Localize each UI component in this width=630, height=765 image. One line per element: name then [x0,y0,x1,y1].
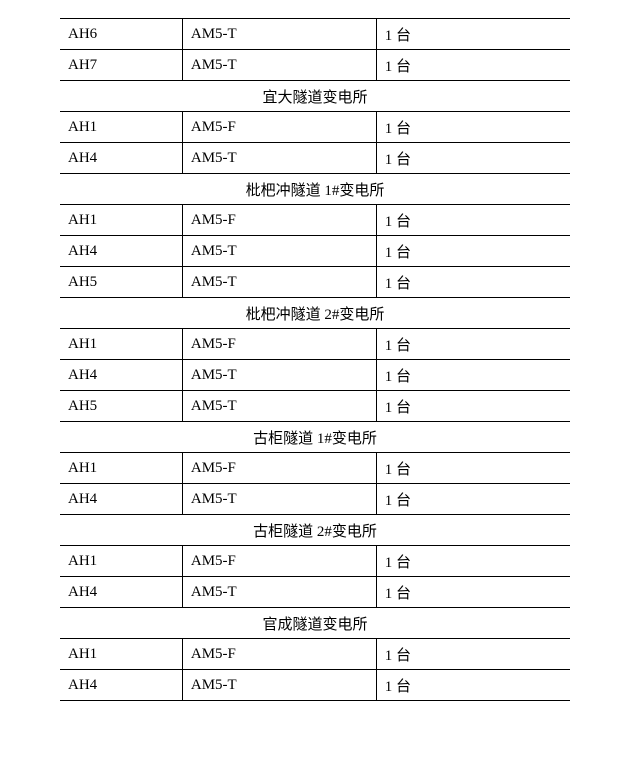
table-row: AH1 AM5-F 1 台 [60,453,570,484]
cell-qty: 1 台 [376,484,570,515]
table-row: AH4 AM5-T 1 台 [60,360,570,391]
cell-code: AH1 [60,329,182,360]
cell-model: AM5-T [182,670,376,701]
cell-code: AH6 [60,19,182,50]
cell-qty: 1 台 [376,360,570,391]
cell-code: AH4 [60,484,182,515]
table-row: AH4 AM5-T 1 台 [60,143,570,174]
table-row: AH1 AM5-F 1 台 [60,205,570,236]
section-header-row: 古柜隧道 1#变电所 [60,422,570,453]
section-header-row: 枇杷冲隧道 1#变电所 [60,174,570,205]
cell-qty: 1 台 [376,639,570,670]
table-row: AH7 AM5-T 1 台 [60,50,570,81]
table-row: AH1 AM5-F 1 台 [60,546,570,577]
table-row: AH6 AM5-T 1 台 [60,19,570,50]
cell-code: AH1 [60,546,182,577]
section-title: 枇杷冲隧道 2#变电所 [60,298,570,329]
cell-qty: 1 台 [376,236,570,267]
table-row: AH1 AM5-F 1 台 [60,639,570,670]
section-title: 宜大隧道变电所 [60,81,570,112]
table-row: AH4 AM5-T 1 台 [60,577,570,608]
section-header-row: 官成隧道变电所 [60,608,570,639]
cell-code: AH4 [60,143,182,174]
cell-qty: 1 台 [376,546,570,577]
cell-qty: 1 台 [376,391,570,422]
cell-model: AM5-T [182,50,376,81]
cell-model: AM5-T [182,143,376,174]
cell-code: AH7 [60,50,182,81]
cell-qty: 1 台 [376,267,570,298]
section-title: 古柜隧道 1#变电所 [60,422,570,453]
section-header-row: 古柜隧道 2#变电所 [60,515,570,546]
section-title: 古柜隧道 2#变电所 [60,515,570,546]
cell-qty: 1 台 [376,50,570,81]
section-header-row: 宜大隧道变电所 [60,81,570,112]
cell-code: AH4 [60,577,182,608]
cell-qty: 1 台 [376,205,570,236]
cell-model: AM5-F [182,329,376,360]
cell-code: AH1 [60,205,182,236]
cell-qty: 1 台 [376,577,570,608]
cell-code: AH1 [60,639,182,670]
cell-qty: 1 台 [376,19,570,50]
cell-code: AH1 [60,112,182,143]
table-row: AH4 AM5-T 1 台 [60,236,570,267]
cell-model: AM5-F [182,453,376,484]
section-title: 枇杷冲隧道 1#变电所 [60,174,570,205]
cell-code: AH5 [60,391,182,422]
cell-model: AM5-F [182,546,376,577]
table-row: AH4 AM5-T 1 台 [60,484,570,515]
table-row: AH1 AM5-F 1 台 [60,112,570,143]
cell-model: AM5-T [182,484,376,515]
cell-model: AM5-T [182,360,376,391]
cell-code: AH4 [60,360,182,391]
section-title: 官成隧道变电所 [60,608,570,639]
table-row: AH1 AM5-F 1 台 [60,329,570,360]
cell-model: AM5-F [182,205,376,236]
cell-qty: 1 台 [376,112,570,143]
cell-model: AM5-T [182,577,376,608]
equipment-table: AH6 AM5-T 1 台 AH7 AM5-T 1 台 宜大隧道变电所 AH1 … [60,18,570,701]
section-header-row: 枇杷冲隧道 2#变电所 [60,298,570,329]
cell-model: AM5-F [182,112,376,143]
cell-model: AM5-T [182,19,376,50]
table-row: AH5 AM5-T 1 台 [60,391,570,422]
cell-model: AM5-T [182,236,376,267]
cell-code: AH4 [60,236,182,267]
cell-model: AM5-T [182,267,376,298]
cell-model: AM5-F [182,639,376,670]
table-row: AH5 AM5-T 1 台 [60,267,570,298]
cell-code: AH4 [60,670,182,701]
cell-qty: 1 台 [376,329,570,360]
table-row: AH4 AM5-T 1 台 [60,670,570,701]
cell-model: AM5-T [182,391,376,422]
cell-qty: 1 台 [376,670,570,701]
cell-qty: 1 台 [376,143,570,174]
cell-code: AH1 [60,453,182,484]
cell-qty: 1 台 [376,453,570,484]
cell-code: AH5 [60,267,182,298]
